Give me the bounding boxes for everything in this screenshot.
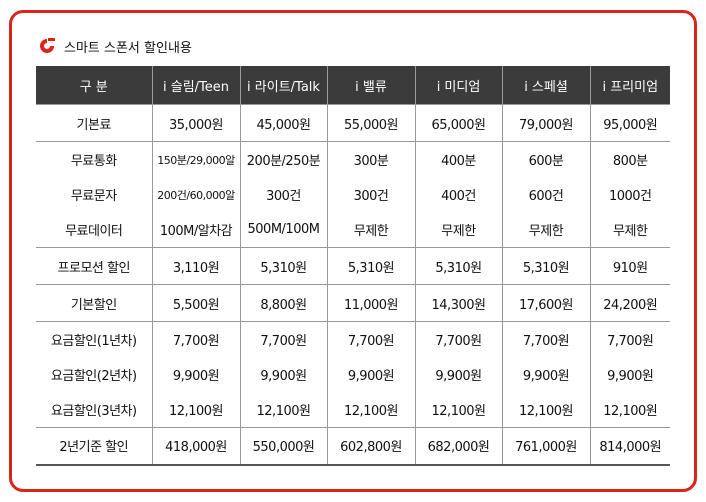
cell: 7,700원 xyxy=(414,321,502,357)
table-row: 프로모션 할인 3,110원 5,310원 5,310원 5,310원 5,310원 910… xyxy=(36,247,670,285)
cell: 300건 xyxy=(326,177,415,212)
cell: 95,000원 xyxy=(589,104,670,142)
row-label: 요금할인(3년차) xyxy=(50,404,137,419)
cell: 무제한 xyxy=(326,212,415,248)
frame xyxy=(9,10,697,492)
table-row: 2년기준 할인 418,000원 550,000원 602,800원 682,000원 7… xyxy=(36,427,670,466)
cell: 12,100원 xyxy=(151,392,240,428)
table-body: 기본료 35,000원 45,000원 55,000원 65,000원 79,000원 95… xyxy=(36,104,670,466)
cell: 400건 xyxy=(414,177,502,212)
cell: 7,700원 xyxy=(589,321,670,357)
table-row: 무료통화 150분/29,000알 200분/250분 300분 400분 600분 800… xyxy=(36,141,670,177)
cell: 35,000원 xyxy=(151,104,240,142)
cell: 1000건 xyxy=(589,177,670,212)
cell: 910원 xyxy=(589,247,670,285)
cell: 7,700원 xyxy=(239,321,327,357)
cell: 5,310원 xyxy=(414,247,502,285)
cell: 14,300원 xyxy=(414,284,502,322)
cell: 100M/알차감 xyxy=(151,212,240,248)
cell: 300건 xyxy=(239,177,327,212)
row-label: 기본료 xyxy=(36,104,152,142)
column-header: i 슬림/Teen xyxy=(151,66,240,105)
cell: 500M/100M xyxy=(239,212,327,248)
cell: 682,000원 xyxy=(414,427,502,466)
cell: 8,800원 xyxy=(239,284,327,322)
cell: 79,000원 xyxy=(501,104,590,142)
cell: 12,100원 xyxy=(239,392,327,428)
cell: 5,500원 xyxy=(151,284,240,322)
cell: 11,000원 xyxy=(326,284,415,322)
row-label: 요금할인(2년차) xyxy=(50,369,137,384)
row-label: 프로모션 할인 xyxy=(36,247,152,285)
table-row: 요금할인(3년차) 12,100원 12,100원 12,100원 12,100원 12,… xyxy=(36,392,670,428)
row-label: 2년기준 할인 xyxy=(36,427,152,466)
cell: 12,100원 xyxy=(589,392,670,428)
cell: 9,900원 xyxy=(239,357,327,392)
cell: 600분 xyxy=(501,141,590,177)
cell: 800분 xyxy=(589,141,670,177)
row-label: 무료데이터 xyxy=(65,224,123,239)
cell: 7,700원 xyxy=(501,321,590,357)
cell: 602,800원 xyxy=(326,427,415,466)
table-row: 무료문자 200건/60,000알 300건 300건 400건 600건 1000건 xyxy=(36,177,670,212)
column-header: i 라이트/Talk xyxy=(239,66,327,105)
cell: 무제한 xyxy=(414,212,502,248)
cell: 12,100원 xyxy=(501,392,590,428)
table-row: 기본료 35,000원 45,000원 55,000원 65,000원 79,000원 95… xyxy=(36,104,670,142)
cell: 400분 xyxy=(414,141,502,177)
cell: 12,100원 xyxy=(414,392,502,428)
cell: 550,000원 xyxy=(239,427,327,466)
cell: 300분 xyxy=(326,141,415,177)
cell: 9,900원 xyxy=(501,357,590,392)
column-header: i 미디엄 xyxy=(414,66,502,105)
cell: 9,900원 xyxy=(414,357,502,392)
cell: 24,200원 xyxy=(589,284,670,322)
cell: 9,900원 xyxy=(326,357,415,392)
table-row: 요금할인(2년차) 9,900원 9,900원 9,900원 9,900원 9,900원 9… xyxy=(36,357,670,392)
cell: 5,310원 xyxy=(501,247,590,285)
column-header: i 밸류 xyxy=(326,66,415,105)
row-label: 무료통화 xyxy=(36,141,152,177)
cell: 7,700원 xyxy=(326,321,415,357)
cell: 55,000원 xyxy=(326,104,415,142)
column-header: 구 분 xyxy=(36,66,152,105)
row-label: 기본할인 xyxy=(36,284,152,322)
column-header: i 프리미엄 xyxy=(589,66,670,105)
column-header: i 스페셜 xyxy=(501,66,590,105)
table-row: 요금할인(1년차) 7,700원 7,700원 7,700원 7,700원 7,700원 7… xyxy=(36,321,670,357)
cell: 7,700원 xyxy=(151,321,240,357)
row-label: 요금할인(1년차) xyxy=(36,321,152,357)
cell: 5,310원 xyxy=(326,247,415,285)
cell: 17,600원 xyxy=(501,284,590,322)
cell: 418,000원 xyxy=(151,427,240,466)
cell: 761,000원 xyxy=(501,427,590,466)
cell: 600건 xyxy=(501,177,590,212)
cell: 45,000원 xyxy=(239,104,327,142)
title: 스마트 스폰서 할인내용 xyxy=(64,41,192,56)
cell: 150분/29,000알 xyxy=(151,141,240,177)
cell: 3,110원 xyxy=(151,247,240,285)
row-label: 무료문자 xyxy=(70,189,117,204)
table-row: 무료데이터 100M/알차감 500M/100M 무제한 무제한 무제한 무제한 xyxy=(36,212,670,248)
cell: 5,310원 xyxy=(239,247,327,285)
cell: 200건/60,000알 xyxy=(151,177,240,212)
cell: 200분/250분 xyxy=(239,141,327,177)
cell: 9,900원 xyxy=(589,357,670,392)
cell: 814,000원 xyxy=(589,427,670,466)
logo-icon xyxy=(40,38,55,53)
cell: 무제한 xyxy=(589,212,670,248)
cell: 무제한 xyxy=(501,212,590,248)
table-row: 기본할인 5,500원 8,800원 11,000원 14,300원 17,600원 24,… xyxy=(36,284,670,322)
cell: 12,100원 xyxy=(326,392,415,428)
cell: 9,900원 xyxy=(151,357,240,392)
cell: 65,000원 xyxy=(414,104,502,142)
